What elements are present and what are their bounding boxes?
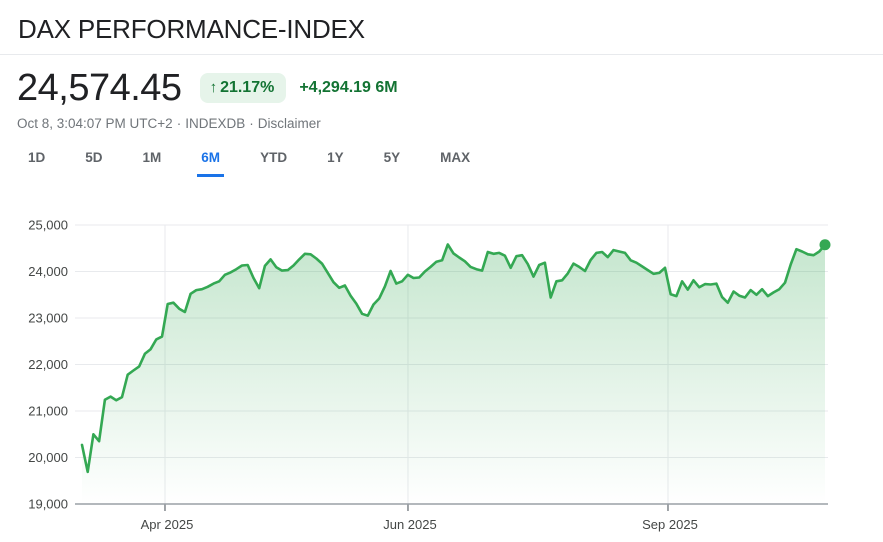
svg-text:Apr 2025: Apr 2025 xyxy=(141,517,194,532)
change-percent-badge: ↑ 21.17% xyxy=(199,73,287,103)
price-line xyxy=(80,243,827,474)
latest-price-dot xyxy=(819,239,831,251)
quote-meta: Oct 8, 3:04:07 PM UTC+2 · INDEXDB · Disclaim… xyxy=(17,116,321,131)
svg-text:24,000: 24,000 xyxy=(28,264,68,279)
svg-text:21,000: 21,000 xyxy=(28,404,68,419)
price-row: 24,574.45 ↑ 21.17% +4,294.19 6M xyxy=(17,69,865,107)
change-period: 6M xyxy=(375,79,398,96)
current-price: 24,574.45 xyxy=(17,67,182,109)
tab-max[interactable]: MAX xyxy=(436,142,474,177)
header: DAX PERFORMANCE-INDEX xyxy=(0,0,883,46)
header-divider xyxy=(0,54,883,55)
tab-6m[interactable]: 6M xyxy=(197,142,225,177)
page-title: DAX PERFORMANCE-INDEX xyxy=(18,14,365,44)
disclaimer-link[interactable]: Disclaimer xyxy=(257,116,321,131)
change-value: +4,294.19 6M xyxy=(299,79,398,96)
timestamp: Oct 8, 3:04:07 PM UTC+2 xyxy=(17,116,173,131)
tab-ytd[interactable]: YTD xyxy=(256,142,291,177)
tab-1y[interactable]: 1Y xyxy=(323,142,348,177)
range-tabs: 1D 5D 1M 6M YTD 1Y 5Y MAX xyxy=(0,132,883,177)
tab-1d[interactable]: 1D xyxy=(24,142,49,177)
x-axis-labels: Apr 2025 Jun 2025 Sep 2025 xyxy=(141,517,698,532)
svg-text:19,000: 19,000 xyxy=(28,497,68,512)
change-percent: 21.17% xyxy=(220,79,275,96)
svg-text:23,000: 23,000 xyxy=(28,311,68,326)
tab-5y[interactable]: 5Y xyxy=(380,142,405,177)
up-arrow-icon: ↑ xyxy=(209,79,218,96)
svg-text:Jun 2025: Jun 2025 xyxy=(383,517,437,532)
tab-5d[interactable]: 5D xyxy=(81,142,106,177)
exchange-label: INDEXDB xyxy=(185,116,246,131)
chart-svg: 25,000 24,000 23,000 22,000 21,000 20,000 19,0… xyxy=(28,218,831,532)
tab-1m[interactable]: 1M xyxy=(139,142,166,177)
y-axis-labels: 25,000 24,000 23,000 22,000 21,000 20,000 19,0… xyxy=(28,218,68,512)
quote-block: 24,574.45 ↑ 21.17% +4,294.19 6M Oct 8, 3… xyxy=(0,55,883,132)
svg-text:20,000: 20,000 xyxy=(28,450,68,465)
svg-text:25,000: 25,000 xyxy=(28,218,68,233)
area-fill xyxy=(82,244,825,504)
svg-text:22,000: 22,000 xyxy=(28,357,68,372)
price-chart[interactable]: 25,000 24,000 23,000 22,000 21,000 20,000 19,0… xyxy=(0,205,883,542)
svg-text:Sep 2025: Sep 2025 xyxy=(642,517,698,532)
